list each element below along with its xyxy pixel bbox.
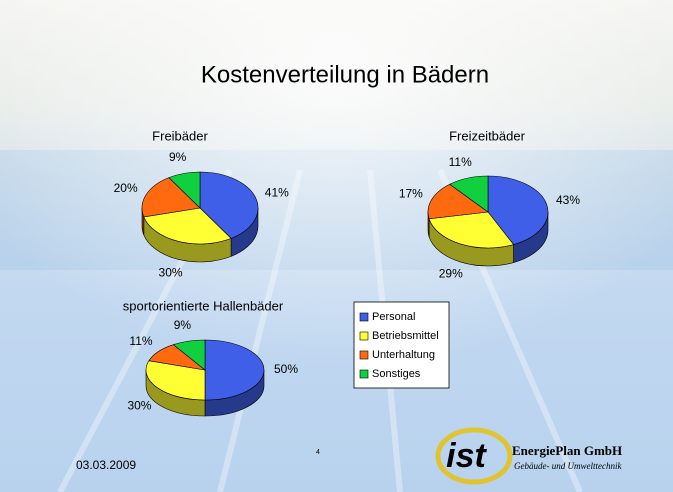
legend-label: Sonstiges xyxy=(372,368,421,380)
pie-slice xyxy=(168,171,201,209)
logo-subtitle: Gebäude- und Umwelttechnik xyxy=(514,461,622,471)
page-number: 4 xyxy=(316,449,320,456)
pie-value-label: 20% xyxy=(114,181,138,195)
pie-slice xyxy=(204,339,265,401)
legend-label: Unterhaltung xyxy=(372,349,435,361)
legend-label: Personal xyxy=(372,311,415,323)
pie-value-label: 17% xyxy=(399,187,423,201)
legend-swatch xyxy=(359,369,369,379)
pie-value-label: 9% xyxy=(174,318,192,332)
pie-slice xyxy=(428,211,515,249)
pie-title: Freibäder xyxy=(152,128,208,143)
pie-slice xyxy=(449,175,489,213)
slide-title: Kostenverteilung in Bädern xyxy=(201,61,489,88)
legend-label: Betriebsmittel xyxy=(372,330,439,342)
pie-title: sportorientierte Hallenbäder xyxy=(123,298,284,313)
footer-date: 03.03.2009 xyxy=(76,458,136,472)
logo: ist EnergiePlan GmbH Gebäude- und Umwelt… xyxy=(435,427,622,485)
pie-value-label: 9% xyxy=(169,150,187,164)
pie-value-label: 41% xyxy=(265,186,289,200)
pie-slice xyxy=(427,183,489,220)
legend: Personal Betriebsmittel Unterhaltung Sonsti… xyxy=(353,301,450,389)
pie-title: Freizeitbäder xyxy=(449,128,526,143)
logo-company: EnergiePlan GmbH xyxy=(512,443,622,458)
legend-box xyxy=(353,301,450,389)
pie-value-label: 43% xyxy=(556,193,580,207)
logo-swirl xyxy=(435,427,513,485)
pie-slice xyxy=(141,177,201,218)
pie-value-label: 30% xyxy=(127,399,151,413)
pie-slice xyxy=(143,207,232,245)
pie-slice xyxy=(172,339,206,371)
pie-slice xyxy=(487,175,549,245)
pie-value-label: 29% xyxy=(439,267,463,281)
pie-value-label: 50% xyxy=(274,362,298,376)
pie-value-label: 11% xyxy=(449,155,472,169)
pie-slice xyxy=(145,360,206,401)
logo-mark: ist xyxy=(446,437,487,475)
pie-value-label: 30% xyxy=(159,265,183,279)
legend-swatch xyxy=(359,350,369,360)
pie-value-label: 11% xyxy=(129,334,152,348)
legend-swatch xyxy=(359,331,369,341)
legend-swatch xyxy=(359,312,369,322)
